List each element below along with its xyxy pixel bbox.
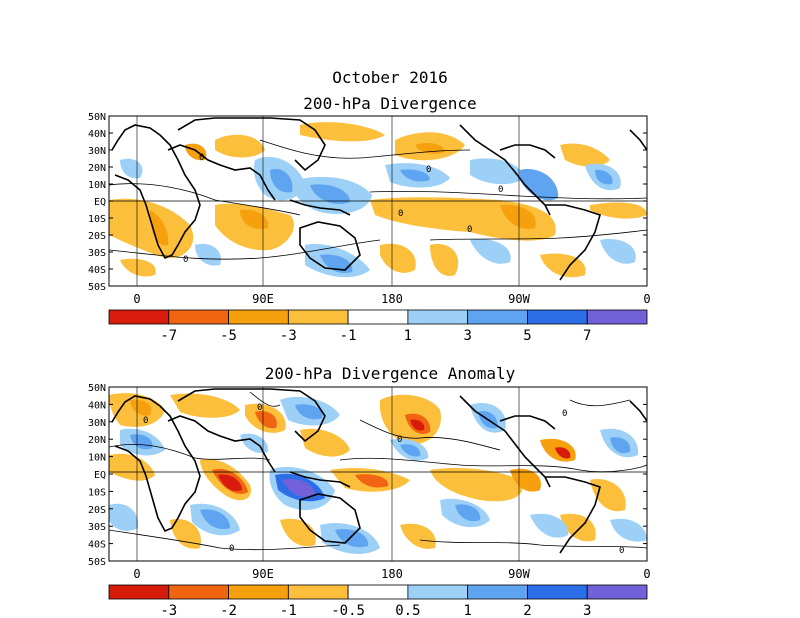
anomaly-colorbar-swatch: [586, 584, 648, 600]
anomaly-colorbar-label: -1: [280, 603, 297, 618]
anomaly-zero-contours: [109, 391, 647, 551]
divergence-colorbar-label: 7: [583, 328, 591, 344]
anomaly-lat-label: EQ: [94, 470, 106, 481]
anomaly-colorbar-label: -0.5: [331, 603, 365, 618]
divergence-lon-label: 0: [643, 292, 650, 306]
anomaly-lat-label: 20N: [88, 435, 106, 446]
anomaly-lat-label: 50N: [88, 383, 106, 394]
anomaly-lat-label: 10N: [88, 453, 106, 464]
anomaly-lon-label: 90W: [508, 567, 530, 581]
anomaly-contour-label: 0: [143, 416, 148, 426]
anomaly-latitude-labels: 50N 40N 30N 20N 10N EQ 10S 20S 30S 40S 50S: [88, 383, 647, 568]
divergence-lon-label: 180: [381, 292, 403, 306]
anomaly-colorbar-label: 1: [463, 603, 471, 618]
divergence-colorbar-label: 1: [404, 328, 412, 344]
divergence-colorbar-swatch: [527, 309, 588, 325]
anomaly-colorbar-swatch: [287, 584, 349, 600]
divergence-coastlines: [111, 117, 647, 281]
divergence-colorbar-swatch: [467, 309, 528, 325]
divergence-contour-label: 0: [467, 225, 472, 235]
anomaly-colorbar-swatch: [407, 584, 469, 600]
divergence-colorbar-swatch: [347, 309, 409, 325]
divergence-lon-label: 90W: [508, 292, 530, 306]
divergence-colorbar-swatch: [168, 309, 229, 325]
divergence-colorbar-swatch: [287, 309, 349, 325]
anomaly-lat-label: 30S: [88, 522, 106, 533]
divergence-contour-label: 0: [426, 165, 431, 175]
divergence-colorbar-swatch: [108, 309, 170, 325]
divergence-contour-label: 0: [498, 185, 503, 195]
map-date-title: October 2016: [332, 68, 448, 87]
anomaly-longitude-labels: 0 90E 180 90W 0: [133, 567, 650, 581]
divergence-lat-label: EQ: [94, 197, 106, 208]
anomaly-contour-label: 0: [257, 403, 262, 413]
anomaly-shading: [109, 393, 647, 554]
divergence-lat-label: 10N: [88, 180, 106, 191]
divergence-lat-label: 30S: [88, 248, 106, 259]
panel-title-divergence: 200-hPa Divergence: [303, 94, 477, 113]
anomaly-map: 0 0 0 0 0 0: [109, 387, 647, 561]
anomaly-lat-label: 10S: [88, 487, 106, 498]
anomaly-lat-label: 40S: [88, 540, 106, 551]
anomaly-colorbar-swatch: [527, 584, 588, 600]
anomaly-lon-label: 0: [643, 567, 650, 581]
anomaly-coastlines: [111, 388, 647, 554]
anomaly-colorbar-swatch: [347, 584, 409, 600]
anomaly-colorbar-swatch: [467, 584, 528, 600]
divergence-colorbar-swatch: [407, 309, 469, 325]
anomaly-colorbar-swatch: [168, 584, 229, 600]
divergence-contour-label: 0: [199, 153, 204, 163]
divergence-shading: [109, 122, 647, 278]
divergence-colorbar-label: -5: [220, 328, 237, 344]
anomaly-colorbar: -3 -2 -1 -0.5 0.5 1 2 3: [108, 584, 648, 618]
divergence-lon-label: 90E: [252, 292, 274, 306]
anomaly-lon-label: 90E: [252, 567, 274, 581]
anomaly-colorbar-swatch: [108, 584, 170, 600]
divergence-contour-label: 0: [398, 209, 403, 219]
anomaly-colorbar-swatch: [228, 584, 289, 600]
divergence-lat-label: 30N: [88, 146, 106, 157]
anomaly-colorbar-label: -3: [160, 603, 177, 618]
divergence-colorbar-label: -7: [160, 328, 177, 344]
divergence-contour-label: 0: [183, 255, 188, 265]
anomaly-colorbar-label: -2: [220, 603, 237, 618]
divergence-colorbar-label: 3: [463, 328, 471, 344]
anomaly-lat-label: 30N: [88, 418, 106, 429]
divergence-longitude-labels: 0 90E 180 90W 0: [133, 292, 650, 306]
anomaly-colorbar-label: 2: [523, 603, 531, 618]
divergence-colorbar: -7 -5 -3 -1 1 3 5 7: [108, 309, 648, 344]
anomaly-lat-label: 40N: [88, 400, 106, 411]
anomaly-lat-label: 50S: [88, 557, 106, 568]
divergence-colorbar-swatch: [228, 309, 289, 325]
divergence-colorbar-label: 5: [523, 328, 531, 344]
divergence-lat-label: 20S: [88, 231, 106, 242]
divergence-colorbar-label: -3: [280, 328, 297, 344]
divergence-colorbar-swatch: [586, 309, 648, 325]
panel-title-anomaly: 200-hPa Divergence Anomaly: [264, 364, 516, 383]
anomaly-contour-label: 0: [619, 546, 624, 556]
anomaly-contour-label: 0: [562, 409, 567, 419]
divergence-lon-label: 0: [133, 292, 140, 306]
divergence-zero-contours: [109, 139, 647, 260]
divergence-colorbar-label: -1: [340, 328, 357, 344]
divergence-lat-label: 10S: [88, 214, 106, 225]
anomaly-colorbar-label: 0.5: [395, 603, 420, 618]
anomaly-lon-label: 0: [133, 567, 140, 581]
divergence-lat-label: 40N: [88, 129, 106, 140]
divergence-lat-label: 20N: [88, 163, 106, 174]
divergence-lat-label: 40S: [88, 265, 106, 276]
anomaly-lat-label: 20S: [88, 505, 106, 516]
divergence-lat-label: 50S: [88, 282, 106, 293]
anomaly-lon-label: 180: [381, 567, 403, 581]
anomaly-colorbar-label: 3: [583, 603, 591, 618]
divergence-lat-label: 50N: [88, 112, 106, 123]
anomaly-contour-label: 0: [229, 544, 234, 554]
divergence-latitude-labels: 50N 40N 30N 20N 10N EQ 10S 20S 30S 40S 50S: [88, 112, 647, 293]
anomaly-contour-label: 0: [397, 435, 402, 445]
